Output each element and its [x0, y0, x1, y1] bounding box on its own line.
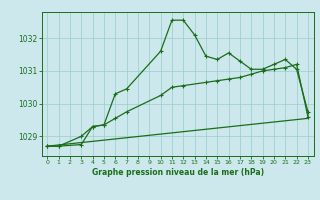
X-axis label: Graphe pression niveau de la mer (hPa): Graphe pression niveau de la mer (hPa) — [92, 168, 264, 177]
